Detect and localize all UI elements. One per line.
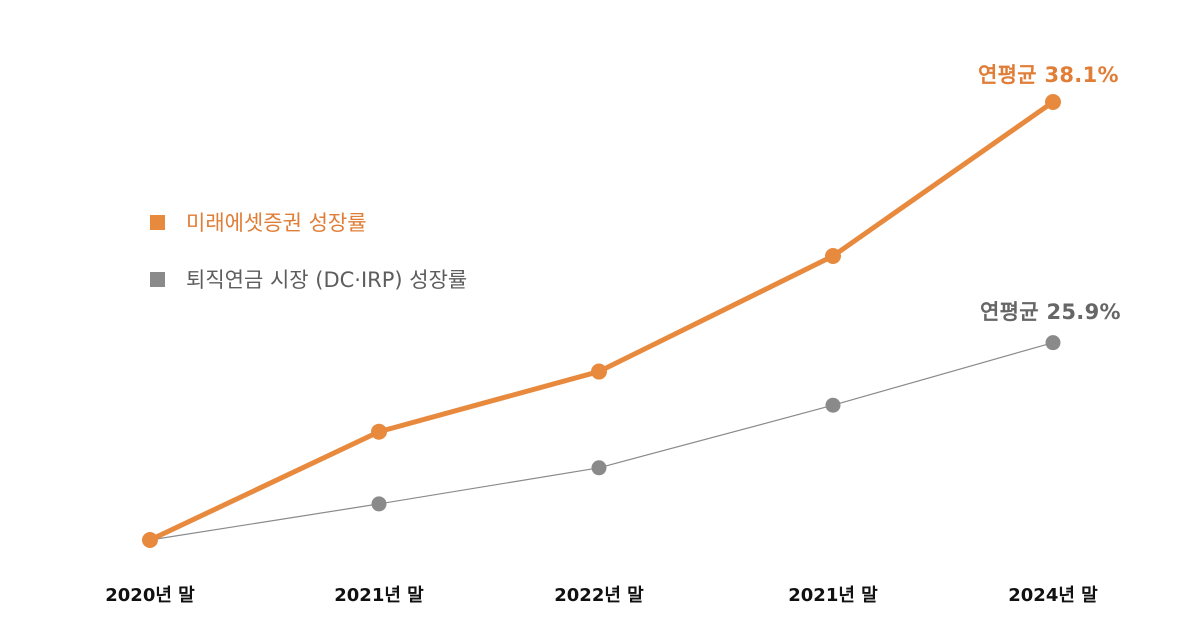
data-point-gray-4 — [1045, 335, 1061, 351]
x-axis: 2020년 말 2021년 말 2022년 말 2021년 말 2024년 말 — [105, 585, 1098, 606]
legend-item-gray: 퇴직연금 시장 (DC·IRP) 성장률 — [150, 265, 510, 296]
data-point-orange-0 — [142, 532, 158, 548]
legend-swatch-gray — [150, 272, 165, 287]
data-point-gray-3 — [825, 397, 841, 413]
x-tick-label: 2022년 말 — [554, 585, 644, 606]
series-layer — [142, 94, 1061, 548]
x-tick-label: 2020년 말 — [105, 585, 195, 606]
legend-label-orange: 미래에셋증권 성장률 — [186, 211, 367, 235]
data-point-gray-2 — [591, 460, 607, 476]
data-point-orange-1 — [371, 423, 387, 440]
legend-label-gray: 퇴직연금 시장 (DC·IRP) 성장률 — [186, 268, 468, 292]
legend-item-orange: 미래에셋증권 성장률 — [150, 208, 510, 239]
data-point-orange-3 — [825, 248, 841, 265]
cagr-label-gray: 연평균 25.9% — [980, 300, 1121, 324]
legend: 미래에셋증권 성장률 퇴직연금 시장 (DC·IRP) 성장률 — [150, 208, 510, 322]
x-tick-label: 2021년 말 — [334, 585, 424, 606]
legend-swatch-orange — [150, 215, 165, 230]
data-point-gray-1 — [371, 496, 387, 512]
x-tick-label: 2021년 말 — [788, 585, 878, 606]
cagr-label-orange: 연평균 38.1% — [978, 63, 1119, 87]
data-point-orange-4 — [1045, 94, 1061, 110]
x-tick-label: 2024년 말 — [1008, 585, 1098, 606]
data-point-orange-2 — [591, 363, 607, 380]
